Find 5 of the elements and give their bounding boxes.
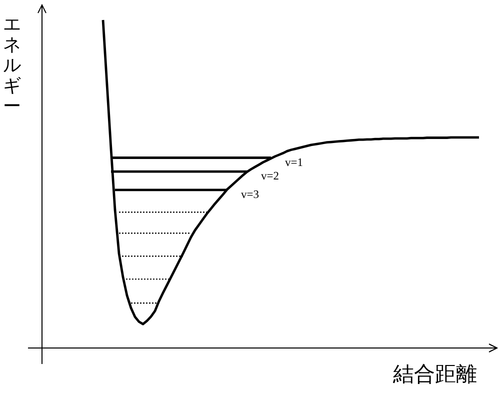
y-axis-title: エネルギー bbox=[3, 14, 21, 117]
x-axis-title: 結合距離 bbox=[392, 362, 477, 386]
series-label: v=3 bbox=[241, 188, 260, 201]
series-label: v=2 bbox=[261, 170, 280, 183]
series-label: v=1 bbox=[285, 156, 304, 169]
